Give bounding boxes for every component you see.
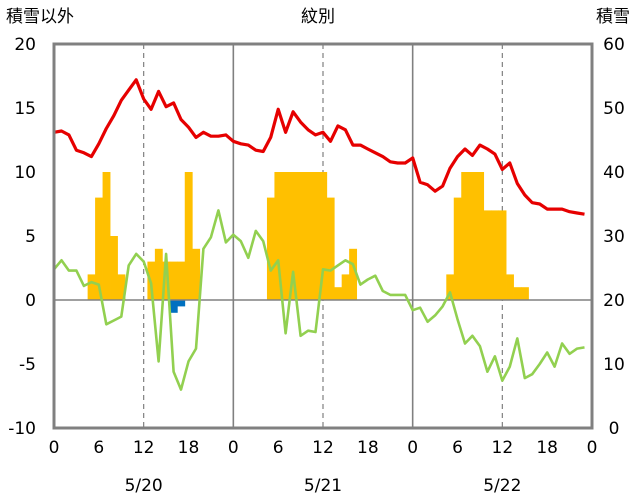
orange-bar [341,274,350,300]
orange-bar [110,236,118,300]
y-left-tick-label: -10 [8,419,36,439]
green-series-line [53,209,585,391]
orange-bar [162,261,171,300]
orange-bar [154,248,163,300]
orange-bar [483,210,492,300]
orange-bar [102,172,111,300]
left-axis-title: 積雪以外 [6,7,74,27]
orange-bar [184,172,193,300]
y-left-tick-label: -5 [19,355,36,375]
orange-bar [117,274,126,300]
x-tick-label: 18 [536,438,558,458]
x-tick-label: 12 [133,438,155,458]
orange-bar [491,210,499,300]
x-tick-label: 18 [178,438,200,458]
y-left-tick-label: 20 [14,35,36,55]
x-tick-label: 6 [452,438,463,458]
x-tick-label: 6 [273,438,284,458]
x-tick-label: 0 [407,438,418,458]
y-right-tick-label: 10 [603,355,625,375]
orange-bar [349,248,358,300]
x-tick-label: 0 [228,438,239,458]
x-tick-label: 0 [49,438,60,458]
y-left-tick-label: 5 [25,227,36,247]
x-tick-label: 18 [357,438,379,458]
orange-bar [266,197,275,300]
orange-bar [521,287,529,300]
x-tick-label: 12 [492,438,514,458]
orange-bar [177,261,186,300]
right-axis-title: 積雪 [596,7,630,27]
y-right-tick-label: 0 [609,419,620,439]
y-right-tick-label: 40 [603,163,625,183]
orange-bar [87,274,96,300]
orange-bar [281,172,290,300]
orange-bar [513,287,522,300]
orange-bar [274,172,283,300]
blue-bar [169,300,178,313]
x-tick-label: 0 [587,438,598,458]
y-left-tick-label: 0 [25,291,36,311]
red-series-line [53,78,585,216]
y-left-tick-label: 10 [14,163,36,183]
orange-bar [506,274,514,300]
plot-frame [52,42,594,430]
orange-bar [476,172,485,300]
orange-bar [468,172,477,300]
x-day-label: 5/20 [125,476,163,496]
orange-bar [498,210,507,300]
orange-bar [453,197,462,300]
orange-bar [334,287,343,300]
orange-bar [461,172,470,300]
orange-bar [304,172,313,300]
x-day-label: 5/21 [304,476,342,496]
x-tick-label: 12 [312,438,334,458]
y-right-tick-label: 50 [603,99,625,119]
y-right-tick-label: 60 [603,35,625,55]
orange-bar [319,172,328,300]
chart-title: 紋別 [301,7,335,27]
x-day-label: 5/22 [483,476,521,496]
orange-bar [95,197,103,300]
y-right-tick-label: 20 [603,291,625,311]
orange-bar [311,172,320,300]
orange-bar [192,248,201,300]
x-tick-label: 6 [93,438,104,458]
orange-bar [289,172,298,300]
orange-bar [446,274,455,300]
orange-bar [296,172,305,300]
orange-bar [326,197,335,300]
blue-bar [177,300,186,307]
orange-bar [169,261,178,300]
y-right-tick-label: 30 [603,227,625,247]
y-left-tick-label: 15 [14,99,36,119]
